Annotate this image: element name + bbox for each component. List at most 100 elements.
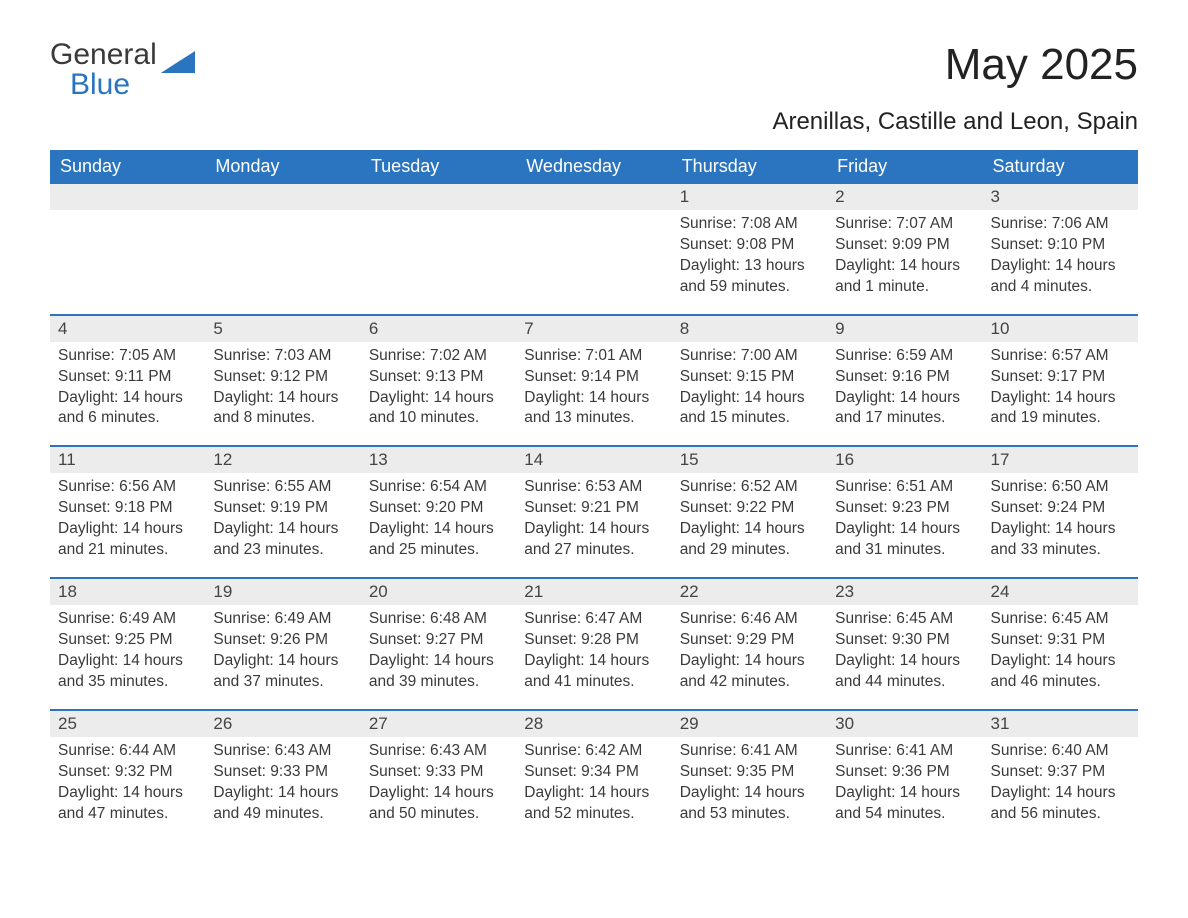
day-number: 29 [672,711,827,737]
day-number: 7 [516,316,671,342]
day-details: Sunrise: 6:59 AMSunset: 9:16 PMDaylight:… [835,346,974,430]
sunrise-text: Sunrise: 6:57 AM [991,346,1130,367]
sunset-text: Sunset: 9:33 PM [369,762,508,783]
weeks-container: 1Sunrise: 7:08 AMSunset: 9:08 PMDaylight… [50,184,1138,840]
week-row: 18Sunrise: 6:49 AMSunset: 9:25 PMDayligh… [50,577,1138,709]
daylight-text: Daylight: 14 hours and 46 minutes. [991,651,1130,693]
day-details: Sunrise: 6:48 AMSunset: 9:27 PMDaylight:… [369,609,508,693]
sunset-text: Sunset: 9:21 PM [524,498,663,519]
day-cell: 18Sunrise: 6:49 AMSunset: 9:25 PMDayligh… [50,579,205,709]
day-cell: 15 Sunrise: 6:52 AMSunset: 9:22 PMDayligh… [672,447,827,577]
sunset-text: Sunset: 9:14 PM [524,367,663,388]
day-number: 22 [672,579,827,605]
day-cell: 9 Sunrise: 6:59 AMSunset: 9:16 PMDaylight… [827,316,982,446]
day-cell: 29Sunrise: 6:41 AMSunset: 9:35 PMDayligh… [672,711,827,841]
day-cell: 14Sunrise: 6:53 AMSunset: 9:21 PMDayligh… [516,447,671,577]
day-number: 11 [50,447,205,473]
day-cell: 5 Sunrise: 7:03 AMSunset: 9:12 PMDaylight… [205,316,360,446]
day-number: 27 [361,711,516,737]
logo-text-blue: Blue [70,68,130,101]
week-row: 1Sunrise: 7:08 AMSunset: 9:08 PMDaylight… [50,184,1138,314]
daylight-text: Daylight: 13 hours and 59 minutes. [680,256,819,298]
day-number: 12 [205,447,360,473]
day-details: Sunrise: 6:57 AMSunset: 9:17 PMDaylight:… [991,346,1130,430]
daylight-text: Daylight: 14 hours and 37 minutes. [213,651,352,693]
sunset-text: Sunset: 9:25 PM [58,630,197,651]
day-cell: 28Sunrise: 6:42 AMSunset: 9:34 PMDayligh… [516,711,671,841]
day-details: Sunrise: 6:54 AMSunset: 9:20 PMDaylight:… [369,477,508,561]
sunset-text: Sunset: 9:10 PM [991,235,1130,256]
day-details: Sunrise: 6:53 AMSunset: 9:21 PMDaylight:… [524,477,663,561]
daylight-text: Daylight: 14 hours and 49 minutes. [213,783,352,825]
day-cell: 27Sunrise: 6:43 AMSunset: 9:33 PMDayligh… [361,711,516,841]
sunset-text: Sunset: 9:23 PM [835,498,974,519]
daylight-text: Daylight: 14 hours and 41 minutes. [524,651,663,693]
week-row: 25Sunrise: 6:44 AMSunset: 9:32 PMDayligh… [50,709,1138,841]
sunrise-text: Sunrise: 7:01 AM [524,346,663,367]
daylight-text: Daylight: 14 hours and 44 minutes. [835,651,974,693]
day-number: 19 [205,579,360,605]
sunset-text: Sunset: 9:13 PM [369,367,508,388]
sunset-text: Sunset: 9:11 PM [58,367,197,388]
day-number: 30 [827,711,982,737]
daylight-text: Daylight: 14 hours and 23 minutes. [213,519,352,561]
day-details: Sunrise: 6:45 AMSunset: 9:31 PMDaylight:… [991,609,1130,693]
day-details: Sunrise: 6:50 AMSunset: 9:24 PMDaylight:… [991,477,1130,561]
sunrise-text: Sunrise: 6:43 AM [369,741,508,762]
sunrise-text: Sunrise: 6:42 AM [524,741,663,762]
daylight-text: Daylight: 14 hours and 56 minutes. [991,783,1130,825]
sunset-text: Sunset: 9:27 PM [369,630,508,651]
sunrise-text: Sunrise: 7:02 AM [369,346,508,367]
day-details: Sunrise: 6:42 AMSunset: 9:34 PMDaylight:… [524,741,663,825]
logo-text-general: General [50,38,157,71]
day-number: 3 [983,184,1138,210]
logo: General Blue [50,40,195,100]
day-number: 24 [983,579,1138,605]
sunset-text: Sunset: 9:36 PM [835,762,974,783]
sunrise-text: Sunrise: 7:06 AM [991,214,1130,235]
sunrise-text: Sunrise: 6:45 AM [991,609,1130,630]
weekday-header-row: SundayMondayTuesdayWednesdayThursdayFrid… [50,150,1138,184]
empty-day-bar [516,184,671,210]
daylight-text: Daylight: 14 hours and 53 minutes. [680,783,819,825]
day-details: Sunrise: 6:46 AMSunset: 9:29 PMDaylight:… [680,609,819,693]
sunset-text: Sunset: 9:24 PM [991,498,1130,519]
day-cell: 22 Sunrise: 6:46 AMSunset: 9:29 PMDayligh… [672,579,827,709]
sunset-text: Sunset: 9:26 PM [213,630,352,651]
day-details: Sunrise: 6:52 AMSunset: 9:22 PMDaylight:… [680,477,819,561]
day-cell: 26Sunrise: 6:43 AMSunset: 9:33 PMDayligh… [205,711,360,841]
day-number: 5 [205,316,360,342]
sunset-text: Sunset: 9:15 PM [680,367,819,388]
sunrise-text: Sunrise: 7:03 AM [213,346,352,367]
daylight-text: Daylight: 14 hours and 10 minutes. [369,388,508,430]
sunrise-text: Sunrise: 6:55 AM [213,477,352,498]
daylight-text: Daylight: 14 hours and 31 minutes. [835,519,974,561]
sunset-text: Sunset: 9:18 PM [58,498,197,519]
day-cell: 8Sunrise: 7:00 AMSunset: 9:15 PMDaylight… [672,316,827,446]
sunrise-text: Sunrise: 6:59 AM [835,346,974,367]
sunset-text: Sunset: 9:12 PM [213,367,352,388]
empty-day-bar [205,184,360,210]
sunset-text: Sunset: 9:37 PM [991,762,1130,783]
sunrise-text: Sunrise: 6:41 AM [835,741,974,762]
day-details: Sunrise: 7:05 AMSunset: 9:11 PMDaylight:… [58,346,197,430]
logo-text: General Blue [50,40,157,100]
day-details: Sunrise: 6:55 AMSunset: 9:19 PMDaylight:… [213,477,352,561]
sunrise-text: Sunrise: 6:52 AM [680,477,819,498]
weekday-header: Saturday [983,150,1138,184]
sunset-text: Sunset: 9:35 PM [680,762,819,783]
sunrise-text: Sunrise: 7:08 AM [680,214,819,235]
day-number: 9 [827,316,982,342]
sunrise-text: Sunrise: 6:50 AM [991,477,1130,498]
day-number: 15 [672,447,827,473]
day-details: Sunrise: 6:40 AMSunset: 9:37 PMDaylight:… [991,741,1130,825]
day-cell: 24 Sunrise: 6:45 AMSunset: 9:31 PMDayligh… [983,579,1138,709]
daylight-text: Daylight: 14 hours and 8 minutes. [213,388,352,430]
day-details: Sunrise: 7:07 AMSunset: 9:09 PMDaylight:… [835,214,974,298]
day-cell: 19Sunrise: 6:49 AMSunset: 9:26 PMDayligh… [205,579,360,709]
day-cell [361,184,516,314]
sunrise-text: Sunrise: 6:56 AM [58,477,197,498]
day-cell [50,184,205,314]
weekday-header: Friday [827,150,982,184]
weekday-header: Wednesday [516,150,671,184]
